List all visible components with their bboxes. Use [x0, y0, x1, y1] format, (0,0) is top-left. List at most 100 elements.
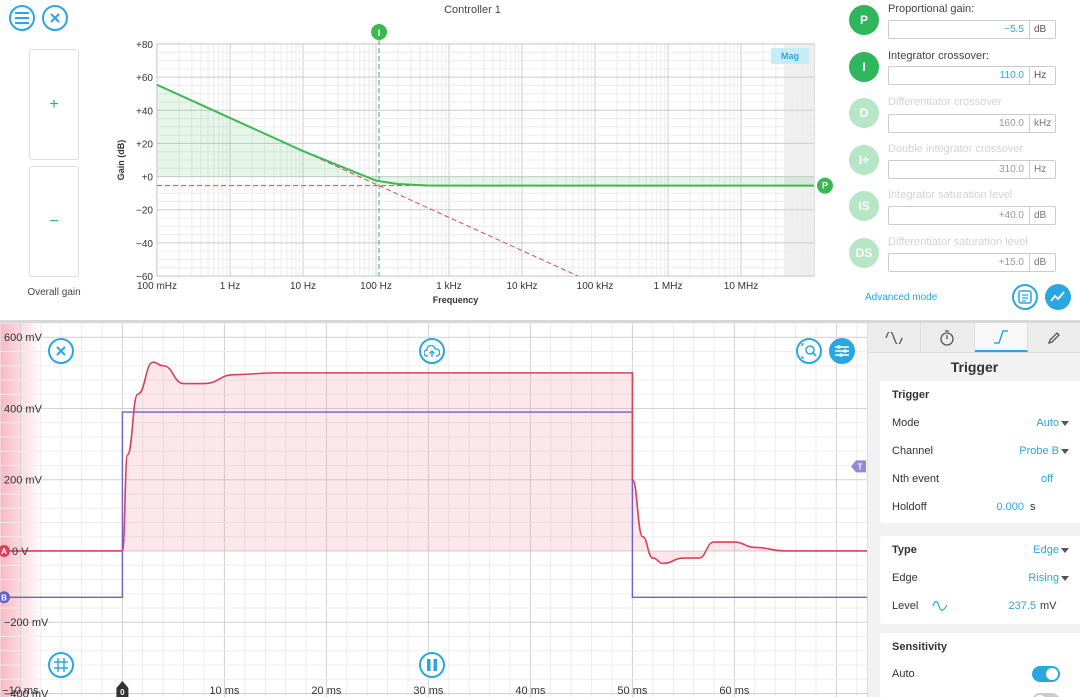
- differentiator-saturation-input[interactable]: +15.0 dB: [888, 253, 1056, 272]
- overall-gain-label: Overall gain: [27, 287, 81, 298]
- edge-value: Rising: [1028, 572, 1059, 584]
- zoom-search-icon: [801, 343, 817, 359]
- probe-a-trace: [0, 361, 867, 565]
- auto-sensitivity-toggle[interactable]: [1032, 666, 1060, 682]
- tab-timing[interactable]: [921, 323, 975, 352]
- time-zero-marker[interactable]: [116, 681, 129, 697]
- sine-wave-icon: [885, 331, 903, 344]
- probe-b-tag[interactable]: [0, 591, 10, 604]
- settings-tabs: [868, 323, 1080, 353]
- bode-x-tick: 100 kHz: [577, 281, 614, 292]
- panel-divider[interactable]: [0, 320, 1080, 323]
- scope-settings-button[interactable]: [829, 338, 855, 364]
- level-label: Level: [892, 600, 919, 612]
- sensitivity-section-title: Sensitivity: [892, 641, 948, 653]
- nth-event-value[interactable]: off: [1040, 473, 1053, 485]
- integrator-saturation-input[interactable]: +40.0 dB: [888, 206, 1056, 225]
- edge-label: Edge: [892, 572, 918, 584]
- param-d-value[interactable]: 160.0: [998, 118, 1024, 129]
- scope-x-tick: 50 ms: [617, 685, 647, 697]
- mode-label: Mode: [892, 417, 920, 429]
- proportional-marker[interactable]: [817, 177, 833, 194]
- bode-x-tick: 100 Hz: [360, 281, 392, 292]
- close-button[interactable]: [42, 5, 68, 31]
- scope-y-tick: 0 V: [12, 546, 29, 558]
- type-dropdown-icon[interactable]: [1061, 548, 1069, 553]
- channel-select[interactable]: Probe B: [1019, 445, 1059, 457]
- proportional-marker-label: P: [822, 181, 828, 191]
- edge-dropdown-icon[interactable]: [1061, 576, 1069, 581]
- bode-y-tick: +80: [136, 40, 153, 51]
- pause-button[interactable]: [419, 652, 445, 678]
- param-i-label: Integrator crossover:: [888, 50, 989, 62]
- advanced-mode-link[interactable]: Advanced mode: [865, 292, 938, 303]
- mag-badge[interactable]: [771, 48, 809, 64]
- level-unit: mV: [1040, 600, 1057, 612]
- response-graph-button[interactable]: [1045, 284, 1071, 310]
- scope-x-tick: −10 ms: [2, 685, 39, 697]
- integrator-crossover-input[interactable]: 110.0 Hz: [888, 66, 1056, 85]
- mag-badge-label: Mag: [781, 51, 799, 61]
- bode-y-tick: +0: [142, 173, 154, 184]
- param-iplus-value[interactable]: 310.0: [998, 164, 1024, 175]
- bode-y-tick: −60: [136, 272, 153, 283]
- trigger-edge-icon: [993, 329, 1008, 344]
- differentiator-crossover-input[interactable]: 160.0 kHz: [888, 114, 1056, 133]
- param-ds-value[interactable]: +15.0: [998, 257, 1024, 268]
- trigger-level-tag[interactable]: [851, 460, 866, 473]
- oscilloscope-plot[interactable]: 600 mV 400 mV 200 mV 0 V −200 mV −400 mV−10 m…: [0, 323, 867, 697]
- param-is-toggle[interactable]: IS: [849, 191, 879, 221]
- bode-x-tick: 1 MHz: [654, 281, 683, 292]
- auto-sensitivity-label: Auto: [892, 668, 915, 680]
- param-d-label: Differentiator crossover: [888, 96, 1002, 108]
- trigger-section-title: Trigger: [892, 389, 930, 401]
- mode-dropdown-icon[interactable]: [1061, 421, 1069, 426]
- integrator-marker-label: I: [378, 28, 381, 38]
- param-is-value[interactable]: +40.0: [998, 210, 1024, 221]
- menu-button[interactable]: [9, 5, 35, 31]
- type-label: Type: [892, 544, 917, 556]
- close-icon: [56, 346, 66, 356]
- param-i-toggle[interactable]: I: [849, 52, 879, 82]
- notes-button[interactable]: [1012, 284, 1038, 310]
- secondary-toggle[interactable]: [1032, 693, 1060, 697]
- mode-select[interactable]: Auto: [1036, 417, 1059, 429]
- channel-dropdown-icon[interactable]: [1061, 449, 1069, 454]
- param-p-toggle[interactable]: P: [849, 5, 879, 35]
- proportional-gain-input[interactable]: −5.5 dB: [888, 20, 1056, 39]
- type-select[interactable]: Edge: [1033, 544, 1059, 556]
- param-i-unit: Hz: [1029, 67, 1055, 84]
- edge-select[interactable]: Rising: [1028, 572, 1059, 584]
- bode-x-tick: 10 Hz: [290, 281, 316, 292]
- param-p-value[interactable]: −5.5: [1004, 24, 1024, 35]
- holdoff-input[interactable]: 0.000: [996, 501, 1024, 513]
- bode-y-tick: +40: [136, 106, 153, 117]
- param-is-unit: dB: [1029, 207, 1055, 224]
- param-ds-toggle[interactable]: DS: [849, 238, 879, 268]
- double-integrator-crossover-input[interactable]: 310.0 Hz: [888, 160, 1056, 179]
- zoom-button[interactable]: [796, 338, 822, 364]
- trigger-level-tag-label: T: [858, 462, 863, 471]
- tab-trigger[interactable]: [974, 323, 1028, 352]
- decrease-gain-button[interactable]: −: [29, 166, 79, 277]
- param-iplus-toggle[interactable]: I+: [849, 145, 879, 175]
- param-ds-unit: dB: [1029, 254, 1055, 271]
- tab-edit[interactable]: [1028, 323, 1080, 352]
- probe-a-tag[interactable]: [0, 544, 10, 557]
- tab-waveform[interactable]: [868, 323, 922, 352]
- scope-y-tick: 200 mV: [4, 475, 43, 487]
- stopwatch-icon: [940, 329, 955, 346]
- param-d-toggle[interactable]: D: [849, 98, 879, 128]
- param-i-value[interactable]: 110.0: [999, 70, 1024, 81]
- integrator-marker[interactable]: [371, 24, 388, 40]
- scope-close-button[interactable]: [48, 338, 74, 364]
- level-input[interactable]: 237.5: [1008, 600, 1036, 612]
- gain-trace: [157, 83, 814, 187]
- level-wave-icon[interactable]: [932, 600, 948, 612]
- grid-toggle-button[interactable]: [48, 652, 74, 678]
- cloud-upload-button[interactable]: [419, 338, 445, 364]
- scope-y-tick: −400 mV: [4, 688, 49, 697]
- integrator-asymptote: [305, 152, 580, 276]
- increase-gain-button[interactable]: +: [29, 49, 79, 160]
